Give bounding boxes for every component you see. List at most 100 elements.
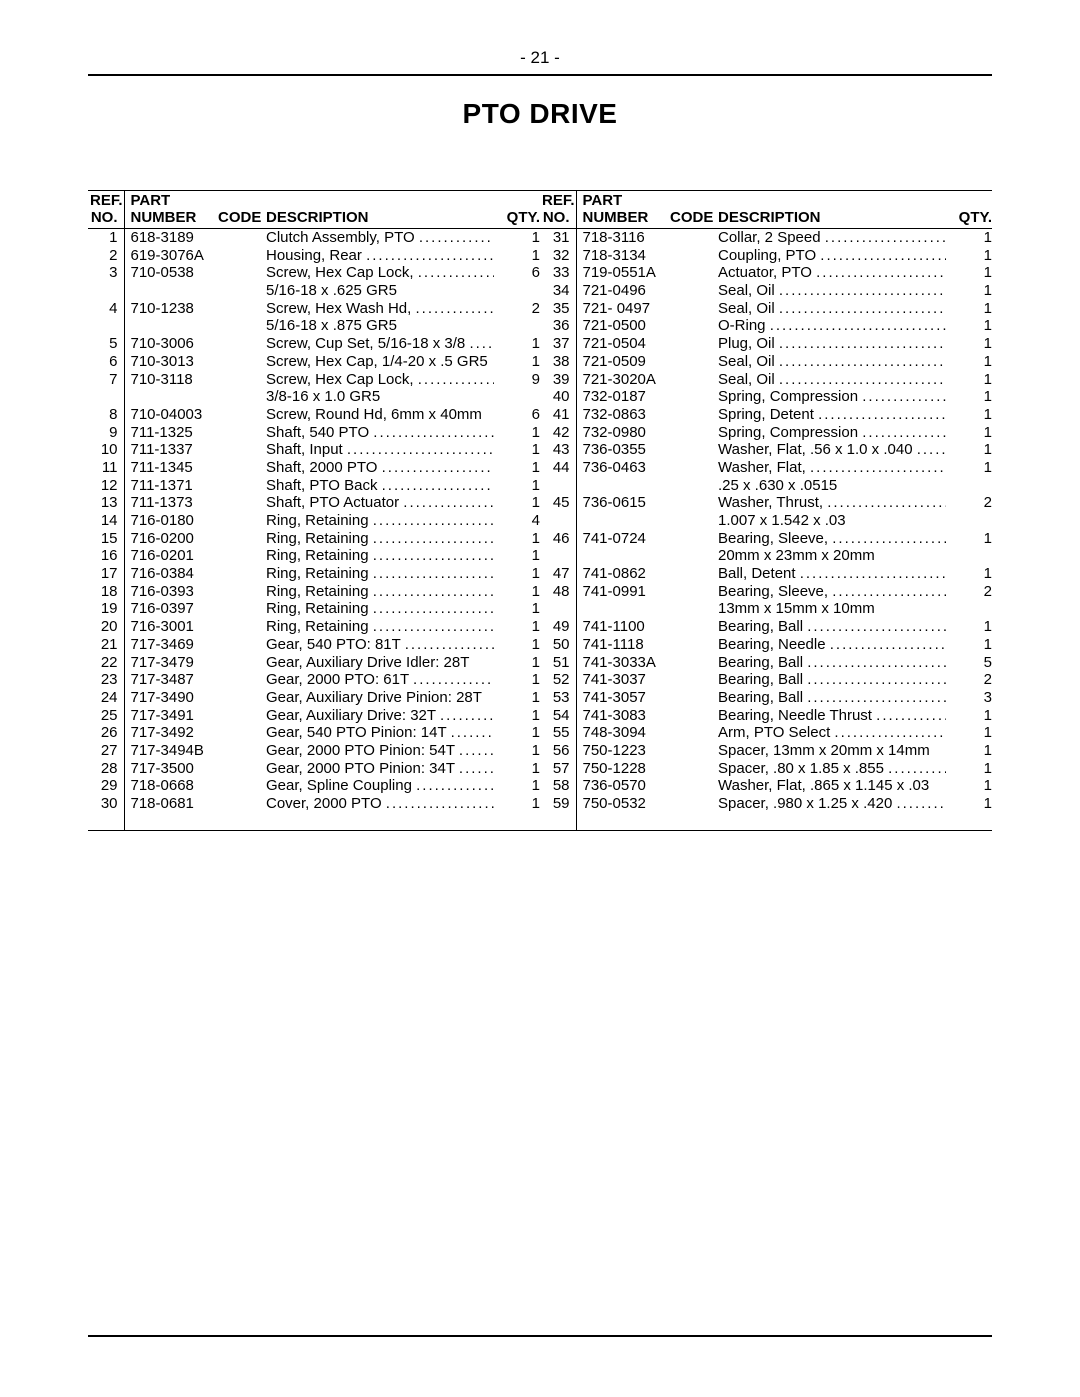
ref-no: 21 [88,636,124,654]
qty: 1 [496,724,540,742]
part-number: 716-0200 [124,530,216,548]
description: Bearing, Needle Thrust [716,707,948,725]
qty: 9 [496,371,540,406]
hdr-part: PARTNUMBER [124,191,216,229]
description: Screw, Hex Cap Lock, 5/16-18 x .625 GR5 [264,264,496,299]
description: Seal, Oil [716,353,948,371]
table-row: 58736-0570Washer, Flat, .865 x 1.145 x .… [540,777,992,795]
part-number: 717-3479 [124,654,216,672]
code [668,494,716,529]
code [216,353,264,371]
description: Gear, Spline Coupling [264,777,496,795]
part-number: 732-0980 [576,424,668,442]
table-row: 9711-1325Shaft, 540 PTO 1 [88,424,540,442]
code [216,477,264,495]
qty: 1 [948,760,992,778]
part-number: 717-3469 [124,636,216,654]
ref-no: 40 [540,388,576,406]
description: Shaft, PTO Back [264,477,496,495]
qty: 6 [496,264,540,299]
code [668,636,716,654]
code [668,229,716,247]
page-title: PTO DRIVE [88,98,992,130]
code [668,459,716,494]
code [216,689,264,707]
ref-no: 50 [540,636,576,654]
qty: 1 [948,441,992,459]
description-sub: 5/16-18 x .875 GR5 [266,317,494,335]
code [668,583,716,618]
table-row: 43736-0355Washer, Flat, .56 x 1.0 x .040… [540,441,992,459]
ref-no: 57 [540,760,576,778]
code [216,459,264,477]
qty: 1 [496,353,540,371]
ref-no: 44 [540,459,576,494]
table-row: 46741-0724Bearing, Sleeve, 20mm x 23mm x… [540,530,992,565]
ref-no: 12 [88,477,124,495]
qty: 1 [496,247,540,265]
table-row: 10711-1337Shaft, Input 1 [88,441,540,459]
code [216,264,264,299]
description: Collar, 2 Speed [716,229,948,247]
qty: 1 [948,388,992,406]
code [216,424,264,442]
table-row: 32718-3134Coupling, PTO 1 [540,247,992,265]
description: Bearing, Needle [716,636,948,654]
ref-no: 14 [88,512,124,530]
part-number: 741-3033A [576,654,668,672]
qty: 1 [948,317,992,335]
ref-no: 51 [540,654,576,672]
code [216,618,264,636]
code [668,371,716,389]
qty: 1 [948,530,992,565]
ref-no: 22 [88,654,124,672]
description: Gear, 540 PTO Pinion: 14T [264,724,496,742]
qty: 1 [948,282,992,300]
code [668,388,716,406]
qty: 1 [948,335,992,353]
part-number: 721-0496 [576,282,668,300]
description-sub: 3/8-16 x 1.0 GR5 [266,388,494,406]
code [668,317,716,335]
table-row: 4710-1238Screw, Hex Wash Hd, 5/16-18 x .… [88,300,540,335]
ref-no: 28 [88,760,124,778]
part-number: 736-0570 [576,777,668,795]
description: Ring, Retaining [264,583,496,601]
table-row: 38721-0509Seal, Oil 1 [540,353,992,371]
ref-no: 20 [88,618,124,636]
table-row: 54741-3083Bearing, Needle Thrust 1 [540,707,992,725]
page-number: - 21 - [88,48,992,68]
part-number: 710-3118 [124,371,216,406]
part-number: 716-0384 [124,565,216,583]
code [668,282,716,300]
part-number: 741-0991 [576,583,668,618]
code [668,795,716,813]
part-number: 721-0504 [576,335,668,353]
code [668,406,716,424]
description: Washer, Flat, .56 x 1.0 x .040 [716,441,948,459]
qty: 1 [948,742,992,760]
hdr-desc: DESCRIPTION [264,191,496,229]
ref-no: 1 [88,229,124,247]
table-row: 29718-0668Gear, Spline Coupling 1 [88,777,540,795]
part-number: 716-3001 [124,618,216,636]
hdr-ref: REF.NO. [540,191,576,229]
qty: 1 [496,689,540,707]
description: Washer, Flat, .865 x 1.145 x .03 [716,777,948,795]
ref-no: 29 [88,777,124,795]
part-number: 717-3492 [124,724,216,742]
part-number: 741-0724 [576,530,668,565]
part-number: 741-0862 [576,565,668,583]
table-row: 24717-3490Gear, Auxiliary Drive Pinion: … [88,689,540,707]
part-number: 721-0500 [576,317,668,335]
description: Gear, Auxiliary Drive Idler: 28T [264,654,496,672]
table-row: 30718-0681Cover, 2000 PTO 1 [88,795,540,813]
ref-no: 46 [540,530,576,565]
left-table: REF.NO. PARTNUMBER CODE DESCRIPTION QTY.… [88,191,540,830]
table-row: 17716-0384Ring, Retaining 1 [88,565,540,583]
qty: 1 [948,229,992,247]
ref-no: 39 [540,371,576,389]
ref-no: 33 [540,264,576,282]
part-number: 717-3490 [124,689,216,707]
table-row: 41732-0863Spring, Detent 1 [540,406,992,424]
